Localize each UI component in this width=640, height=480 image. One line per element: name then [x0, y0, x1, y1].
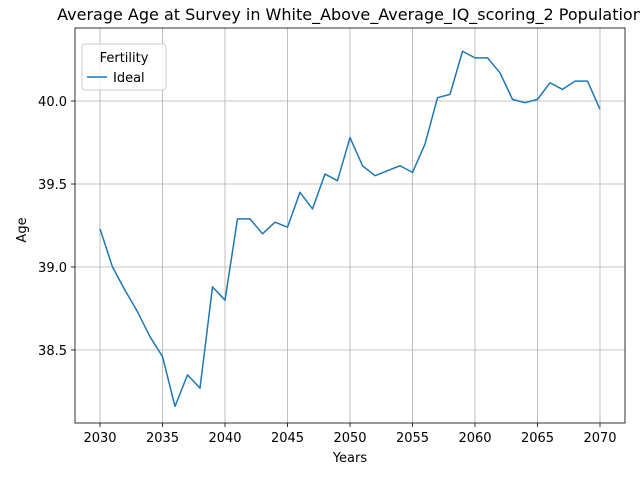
data-point: [362, 165, 364, 167]
data-point: [537, 98, 539, 100]
chart-title: Average Age at Survey in White_Above_Ave…: [57, 5, 640, 25]
data-point: [212, 286, 214, 288]
data-point: [99, 228, 101, 230]
data-point: [574, 80, 576, 82]
legend: Fertility Ideal: [82, 44, 166, 90]
y-tick-label: 39.0: [38, 261, 67, 276]
data-point: [599, 108, 601, 110]
data-point: [137, 311, 139, 313]
data-point: [449, 93, 451, 95]
legend-label-ideal: Ideal: [113, 71, 145, 86]
data-point: [149, 336, 151, 338]
data-point: [337, 180, 339, 182]
data-point: [587, 80, 589, 82]
x-tick-label: 2070: [583, 431, 616, 446]
data-point: [224, 299, 226, 301]
data-point: [287, 226, 289, 228]
data-point: [174, 406, 176, 408]
x-tick-label: 2030: [83, 431, 116, 446]
data-point: [237, 218, 239, 220]
x-tick-label: 2045: [271, 431, 304, 446]
data-point: [374, 175, 376, 177]
y-tick-label: 40.0: [38, 95, 67, 110]
data-point: [437, 97, 439, 99]
x-tick-label: 2035: [146, 431, 179, 446]
data-point: [187, 374, 189, 376]
legend-title: Fertility: [100, 51, 149, 66]
x-tick-label: 2060: [458, 431, 491, 446]
data-point: [474, 57, 476, 59]
x-tick-label: 2065: [521, 431, 554, 446]
data-point: [249, 218, 251, 220]
data-point: [512, 98, 514, 100]
data-point: [487, 57, 489, 59]
data-point: [499, 72, 501, 74]
data-point: [299, 191, 301, 193]
data-point: [462, 50, 464, 52]
data-point: [262, 233, 264, 235]
y-tick-label: 39.5: [38, 178, 67, 193]
data-point: [424, 143, 426, 145]
data-point: [274, 221, 276, 223]
x-tick-label: 2040: [208, 431, 241, 446]
y-tick-label: 38.5: [38, 344, 67, 359]
y-axis-label: Age: [15, 217, 30, 242]
data-point: [162, 356, 164, 358]
data-point: [524, 102, 526, 104]
data-point: [387, 170, 389, 172]
x-axis-label: Years: [332, 451, 368, 466]
data-point: [349, 137, 351, 139]
x-tick-label: 2050: [333, 431, 366, 446]
data-point: [399, 165, 401, 167]
x-tick-label: 2055: [396, 431, 429, 446]
data-point: [562, 89, 564, 91]
data-point: [112, 266, 114, 268]
data-point: [412, 171, 414, 173]
data-point: [124, 289, 126, 291]
data-point: [324, 173, 326, 175]
data-point: [549, 82, 551, 84]
data-point: [199, 387, 201, 389]
data-point: [312, 208, 314, 210]
